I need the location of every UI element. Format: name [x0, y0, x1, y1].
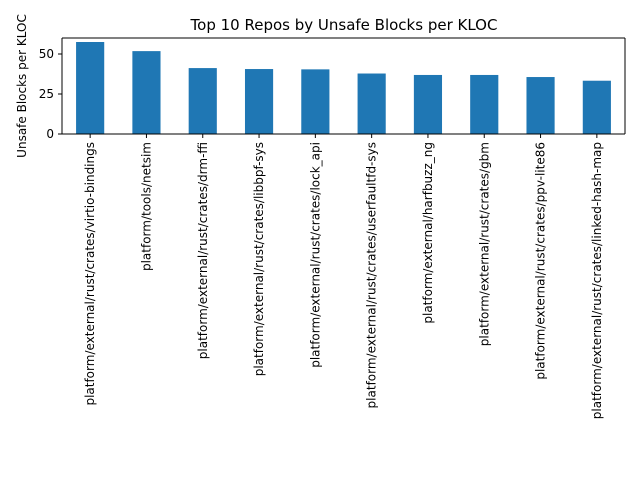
y-axis-label: Unsafe Blocks per KLOC — [15, 14, 29, 158]
x-tick-label: platform/external/rust/crates/drm-ffi — [196, 142, 210, 359]
x-tick-label: platform/external/rust/crates/userfaultf… — [365, 142, 379, 408]
x-tick-label: platform/external/rust/crates/linked-has… — [590, 142, 604, 419]
bar — [301, 69, 330, 134]
x-tick-label: platform/external/rust/crates/ppv-lite86 — [534, 142, 548, 380]
bar — [582, 80, 611, 134]
bar — [470, 74, 499, 134]
bar — [357, 73, 386, 134]
bars-group — [76, 42, 611, 135]
y-tick-label: 25 — [39, 87, 54, 101]
bar — [132, 51, 161, 135]
x-tick-label: platform/external/rust/crates/gbm — [477, 142, 491, 346]
bar — [188, 68, 217, 134]
chart-title: Top 10 Repos by Unsafe Blocks per KLOC — [190, 16, 498, 34]
x-tick-label: platform/external/rust/crates/lock_api — [308, 142, 322, 368]
x-tick-label: platform/external/rust/crates/libbpf-sys — [252, 142, 266, 376]
y-tick-label: 50 — [39, 47, 54, 61]
bar — [413, 74, 443, 134]
bar — [244, 69, 274, 134]
bar — [76, 42, 105, 134]
y-tick-label: 0 — [46, 127, 54, 141]
y-axis-ticks: 0 25 50 — [39, 47, 62, 141]
x-tick-label: platform/external/rust/crates/virtio-bin… — [83, 142, 97, 406]
x-axis-ticks: platform/external/rust/crates/virtio-bin… — [83, 134, 604, 419]
bar — [526, 77, 555, 134]
x-tick-label: platform/external/harfbuzz_ng — [421, 142, 435, 324]
x-tick-label: platform/tools/netsim — [139, 142, 153, 271]
